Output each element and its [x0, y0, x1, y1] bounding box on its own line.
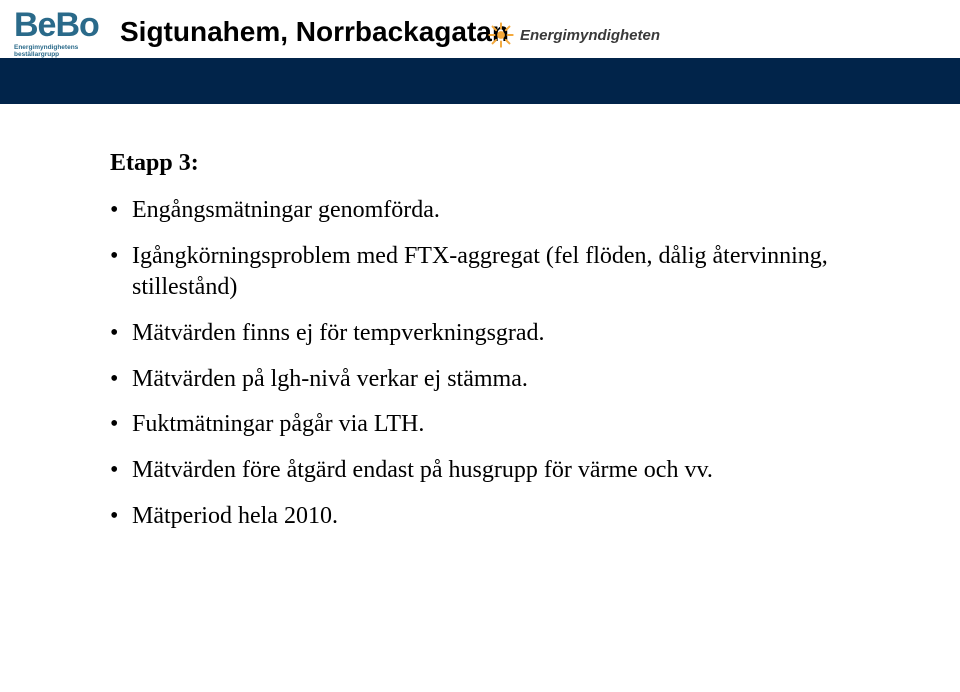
list-item: Igångkörningsproblem med FTX-aggregat (f…: [110, 241, 870, 304]
sun-icon: [488, 22, 514, 48]
logo-bebo-word: BeBo: [14, 8, 112, 42]
list-item: Engångsmätningar genomförda.: [110, 195, 870, 227]
list-item: Mätperiod hela 2010.: [110, 501, 870, 533]
content: Etapp 3: Engångsmätningar genomförda. Ig…: [110, 150, 870, 546]
page-title: Sigtunahem, Norrbackagatan: [120, 16, 509, 48]
bullet-list: Engångsmätningar genomförda. Igångkörnin…: [110, 195, 870, 532]
list-item: Mätvärden före åtgärd endast på husgrupp…: [110, 455, 870, 487]
logo-energi-label: Energimyndigheten: [520, 27, 660, 44]
slide: BeBo Energimyndighetens beställargrupp f…: [0, 0, 960, 692]
logo-bebo-tagline1: Energimyndighetens beställargrupp: [14, 44, 112, 59]
logo-energi: Energimyndigheten: [488, 22, 660, 48]
etapp-label: Etapp 3:: [110, 150, 870, 177]
list-item: Fuktmätningar pågår via LTH.: [110, 409, 870, 441]
list-item: Mätvärden finns ej för tempverkningsgrad…: [110, 318, 870, 350]
header-band: [0, 58, 960, 104]
list-item: Mätvärden på lgh-nivå verkar ej stämma.: [110, 364, 870, 396]
